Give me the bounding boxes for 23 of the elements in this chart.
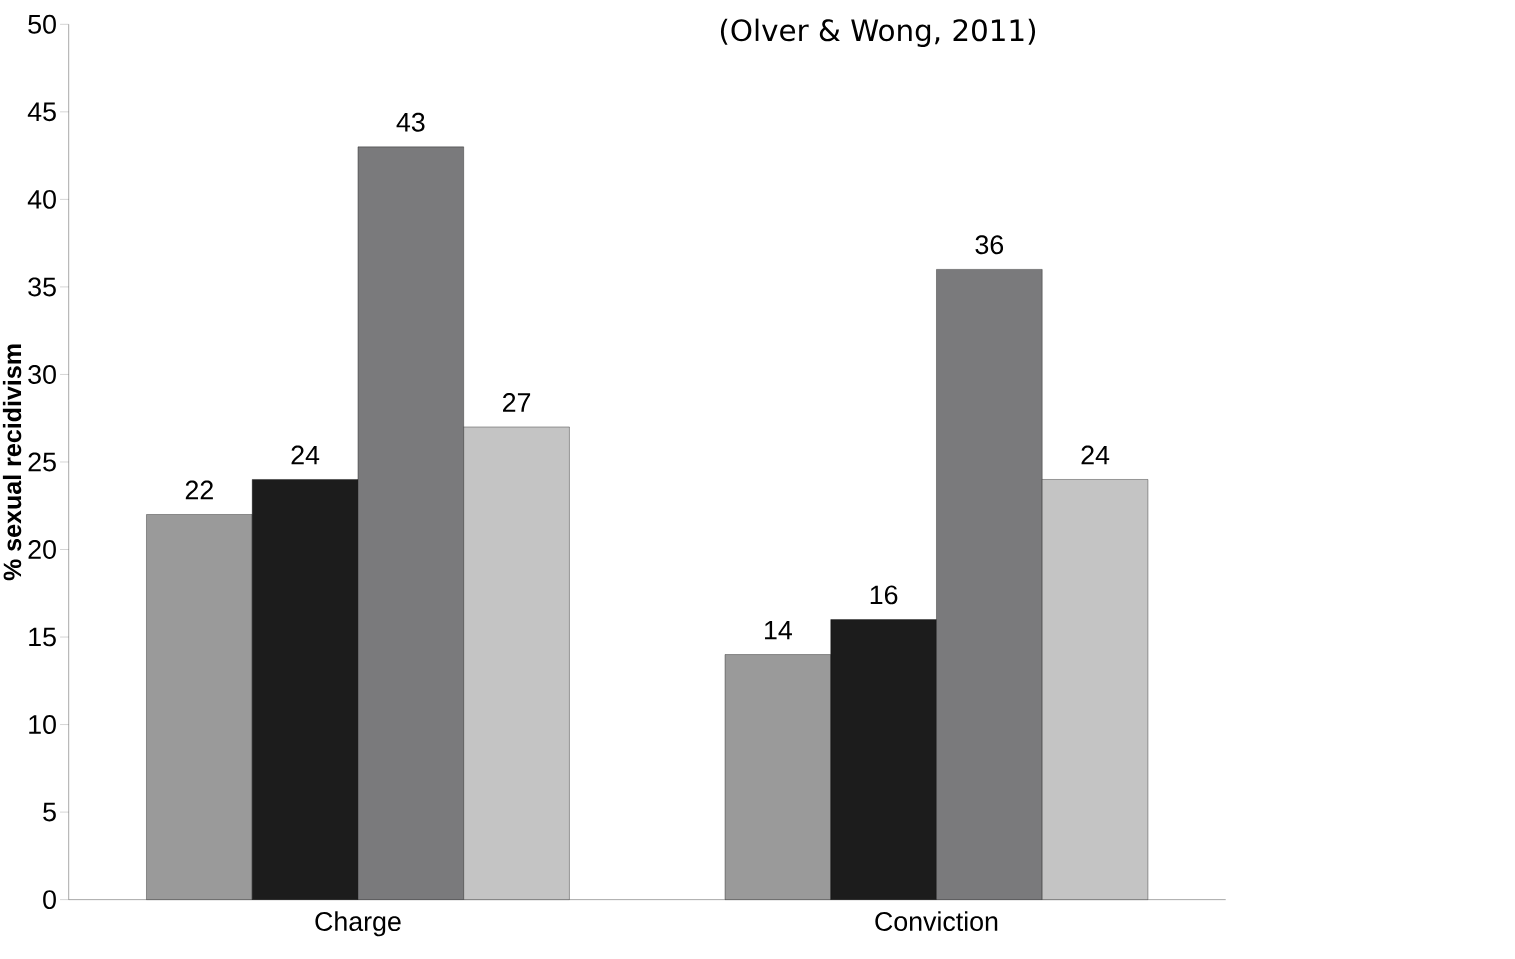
data-label: 14 [765, 621, 792, 640]
data-label: 22 [185, 480, 213, 500]
data-label: 16 [870, 585, 898, 605]
x-tick-label: Charge [315, 911, 401, 937]
y-axis-title: % sexual recidivism [2, 344, 22, 581]
x-tick-label: Conviction [875, 911, 998, 932]
data-label: 24 [291, 445, 320, 465]
annotation: (Olver & Wong, 2011) [720, 18, 1036, 48]
y-tick-label: 5 [43, 802, 56, 822]
data-label: 27 [503, 393, 531, 412]
y-tick-label: 25 [28, 452, 56, 472]
y-tick-label: 30 [28, 365, 56, 385]
y-tick-label: 15 [29, 627, 56, 647]
data-label: 43 [396, 112, 425, 132]
data-label: 24 [1081, 445, 1110, 465]
y-tick-label: 0 [43, 890, 56, 910]
y-tick-label: 20 [28, 540, 56, 560]
y-tick-label: 45 [27, 102, 56, 122]
y-tick-label: 40 [27, 190, 56, 210]
y-tick-label: 35 [28, 277, 56, 297]
data-label: 36 [975, 235, 1004, 255]
y-tick-label: 10 [29, 715, 56, 735]
y-tick-label: 50 [28, 15, 56, 35]
